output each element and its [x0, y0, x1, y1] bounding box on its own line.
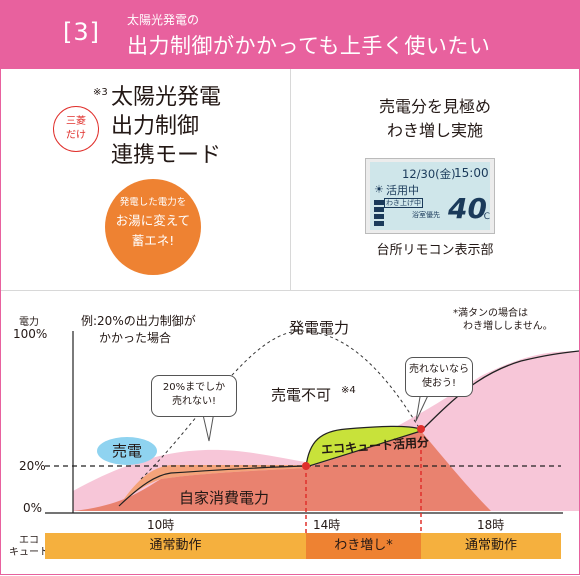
mitsubishi-only-badge: 三菱 だけ — [53, 106, 99, 152]
no-sell-note: ※4 — [341, 385, 356, 396]
y-tick-0: 0% — [23, 501, 42, 515]
example-note-line-2: かかった場合 — [81, 330, 196, 347]
note-mark-3: ※3 — [93, 87, 108, 98]
callout-left-line-2: 売れない! — [152, 395, 236, 409]
x-tick-10: 10時 — [147, 516, 174, 533]
remote-status: 活用中 — [386, 182, 419, 198]
y-tick-100: 100% — [13, 327, 47, 341]
circle-line-2: お湯に変えて — [105, 211, 201, 231]
remote-temperature-unit: ℃ — [480, 212, 490, 222]
callout-right: 売れないなら 使おう! — [405, 357, 473, 397]
mode-normal-evening: 通常動作 — [421, 533, 561, 559]
remote-time: 15:00 — [454, 166, 489, 180]
y-tick-20: 20% — [19, 459, 46, 473]
kitchen-remote-display: 12/30(金) 15:00 ☀ 活用中 わき上げ中 浴室優先 40 ℃ — [365, 158, 495, 234]
mode-title-line-2: 出力制御 — [111, 112, 221, 141]
boost-end-dot — [417, 425, 425, 433]
circle-line-1: 発電した電力を — [105, 195, 201, 211]
section-number: [3] — [63, 18, 100, 46]
mode-title-line-3: 連携モード — [111, 141, 221, 170]
footnote: *満タンの場合は わき増ししません。 — [453, 307, 553, 333]
remote-bath-priority: 浴室優先 — [412, 210, 440, 220]
eco-row-label-line-1: エコ — [9, 535, 49, 547]
mode-boost: わき増し* — [306, 533, 421, 559]
example-note-line-1: 例:20%の出力制御が — [81, 313, 196, 330]
remote-date: 12/30(金) — [402, 166, 456, 182]
callout-left: 20%までしか 売れない! — [151, 375, 237, 417]
boost-title-line-2: わき増し実施 — [291, 119, 579, 143]
mode-title: 太陽光発電 出力制御 連携モード — [111, 83, 221, 170]
boost-title-line-1: 売電分を見極め — [291, 95, 579, 119]
circle-line-3: 蓄エネ! — [105, 231, 201, 251]
no-sell-label: 売電不可 — [271, 384, 331, 405]
mode-title-line-1: 太陽光発電 — [111, 83, 221, 112]
eco-row-label-line-2: キュート — [9, 547, 49, 559]
sell-bubble: 売電 — [97, 437, 157, 465]
callout-left-line-1: 20%までしか — [152, 381, 236, 395]
generation-label: 発電電力 — [289, 317, 349, 338]
energy-storage-circle: 発電した電力を お湯に変えて 蓄エネ! — [105, 179, 201, 275]
x-tick-14: 14時 — [313, 516, 340, 533]
callout-right-line-1: 売れないなら — [406, 363, 472, 377]
footnote-line-1: *満タンの場合は — [453, 307, 553, 320]
eco-row-label: エコ キュート — [9, 535, 49, 559]
header-subtitle: 太陽光発電の — [127, 11, 199, 28]
remote-heating-indicator: わき上げ中 — [384, 198, 423, 208]
remote-caption: 台所リモコン表示部 — [291, 239, 579, 258]
sun-icon: ☀ — [374, 183, 384, 196]
mode-normal-morning: 通常動作 — [45, 533, 306, 559]
badge-line-1: 三菱 — [54, 115, 98, 129]
y-axis-title: 電力 — [19, 313, 39, 328]
self-consumption-label: 自家消費電力 — [179, 487, 269, 508]
boost-title: 売電分を見極め わき増し実施 — [291, 95, 579, 143]
remote-screen: 12/30(金) 15:00 ☀ 活用中 わき上げ中 浴室優先 40 ℃ — [370, 162, 490, 230]
footnote-line-2: わき増ししません。 — [453, 320, 553, 333]
badge-line-2: だけ — [54, 129, 98, 143]
example-note: 例:20%の出力制御が かかった場合 — [81, 313, 196, 347]
header-banner: [3] 太陽光発電の 出力制御がかかっても上手く使いたい — [1, 1, 579, 69]
callout-right-line-2: 使おう! — [406, 377, 472, 391]
boost-start-dot — [302, 462, 310, 470]
header-title: 出力制御がかかっても上手く使いたい — [127, 30, 490, 60]
x-tick-18: 18時 — [477, 516, 504, 533]
